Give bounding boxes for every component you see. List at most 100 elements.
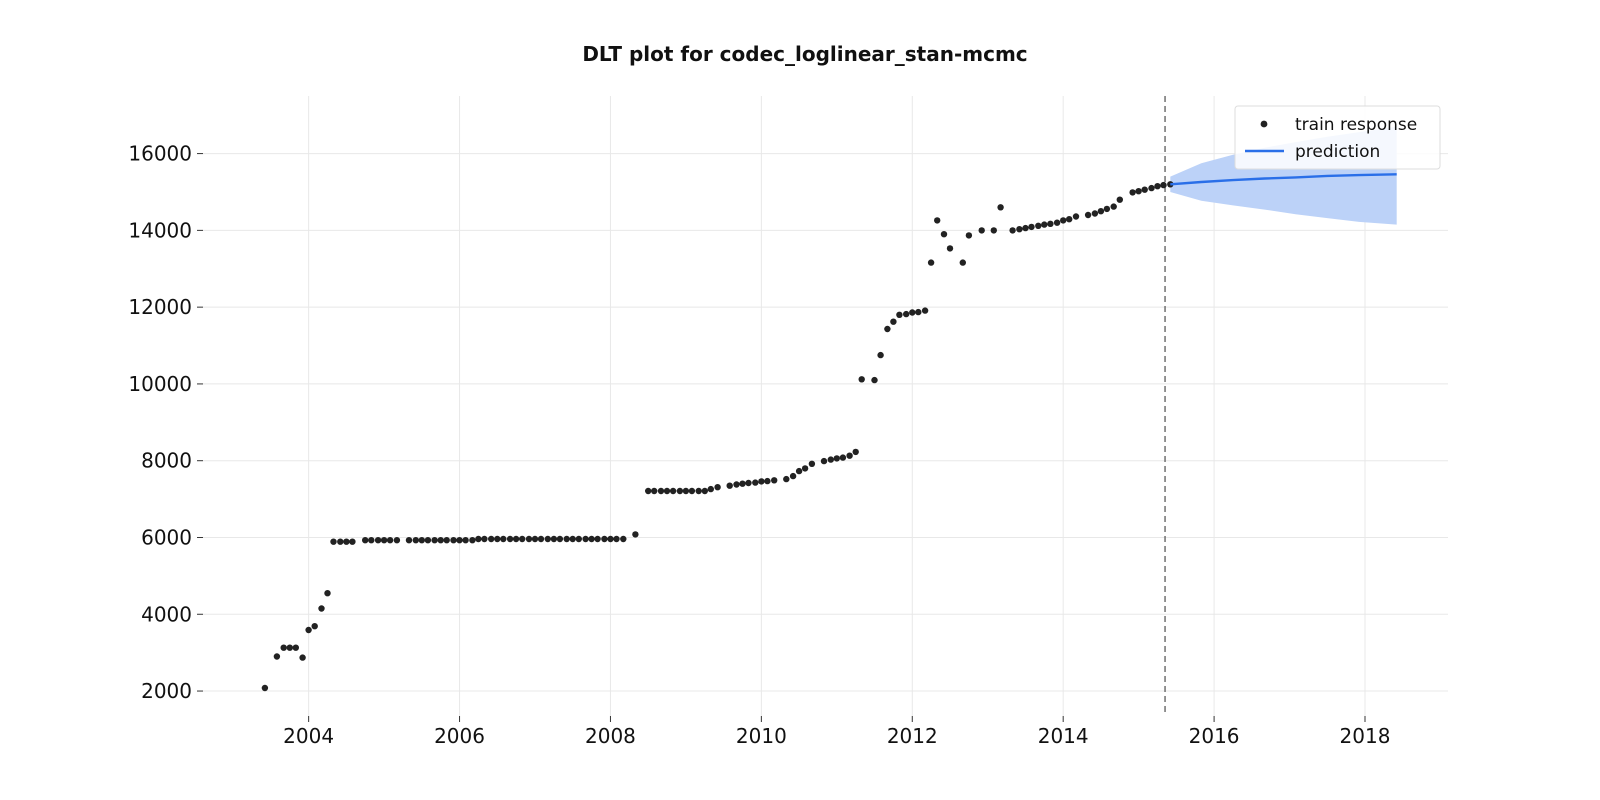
train-response-point <box>531 535 539 543</box>
train-response-point <box>556 535 564 543</box>
train-response-point <box>946 245 954 252</box>
train-response-point <box>1091 210 1099 217</box>
train-response-point <box>846 452 853 459</box>
train-response-point <box>1084 211 1092 219</box>
legend-label-train-response: train response <box>1295 115 1417 135</box>
train-response-point <box>405 537 413 544</box>
train-response-point <box>1116 196 1124 203</box>
train-response-point <box>368 537 375 544</box>
train-response-point <box>380 537 388 544</box>
train-response-point <box>601 535 608 543</box>
train-response-point <box>801 465 809 472</box>
train-response-point <box>1129 189 1136 196</box>
train-response-point <box>726 482 733 489</box>
train-response-point <box>537 535 545 543</box>
train-response-point <box>1009 227 1016 234</box>
train-response-point <box>481 535 488 543</box>
train-response-point <box>512 535 520 543</box>
train-response-point <box>915 308 922 316</box>
train-response-point <box>771 477 778 484</box>
train-response-point <box>890 318 897 325</box>
train-response-point <box>764 477 771 485</box>
y-tick-label: 12000 <box>128 295 192 319</box>
y-tick-label: 6000 <box>141 525 192 549</box>
train-response-point <box>733 481 740 488</box>
y-tick-label: 14000 <box>128 218 192 242</box>
y-tick-label: 2000 <box>141 679 192 703</box>
train-response-point <box>997 204 1004 211</box>
train-response-point <box>839 454 847 461</box>
train-response-point <box>651 487 658 495</box>
train-response-point <box>808 460 816 467</box>
train-response-point <box>990 227 997 234</box>
train-response-point <box>525 535 533 543</box>
x-tick-label: 2008 <box>585 724 636 748</box>
train-response-point <box>663 487 671 495</box>
train-response-point <box>374 537 382 544</box>
train-response-point <box>1110 203 1117 210</box>
train-response-point <box>475 535 482 543</box>
train-response-point <box>739 480 746 487</box>
prediction-line <box>1170 173 1397 186</box>
legend-frame <box>1234 105 1441 170</box>
train-response-point <box>695 487 702 495</box>
x-tick-label: 2004 <box>283 724 334 748</box>
train-response-point <box>469 537 476 544</box>
train-response-point <box>827 456 834 463</box>
train-response-point <box>852 448 859 456</box>
train-response-point <box>1072 213 1080 220</box>
train-response-point <box>506 535 514 543</box>
train-response-point <box>563 535 570 543</box>
train-response-point <box>280 644 287 651</box>
y-tick-label: 16000 <box>128 142 192 166</box>
train-response-point <box>324 590 331 597</box>
train-response-point <box>959 259 966 266</box>
train-response-point <box>701 487 708 495</box>
train-response-point <box>927 259 935 266</box>
train-response-point <box>613 535 620 543</box>
x-tick-label: 2014 <box>1038 724 1089 748</box>
train-response-point <box>1041 221 1048 228</box>
train-response-point <box>1028 223 1035 231</box>
train-response-point <box>1053 219 1061 226</box>
train-response-point <box>594 535 601 543</box>
train-response-point <box>424 537 432 544</box>
train-response-point <box>620 535 627 543</box>
chart-title: DLT plot for codec_loglinear_stan-mcmc <box>582 42 1027 66</box>
train-response-point <box>386 537 394 544</box>
y-tick-label: 4000 <box>141 602 192 626</box>
x-tick-label: 2012 <box>887 724 938 748</box>
train-response-point <box>1097 208 1105 215</box>
train-response-point <box>1047 220 1054 227</box>
train-response-point <box>569 535 576 543</box>
train-response-point <box>884 325 891 333</box>
train-response-point <box>437 537 444 544</box>
train-response-point <box>393 537 401 544</box>
train-response-point <box>1060 217 1067 224</box>
train-response-point <box>1160 181 1167 189</box>
train-response-point <box>519 535 526 543</box>
train-response-point <box>311 623 318 630</box>
train-response-point <box>362 537 369 544</box>
train-response-point <box>1035 222 1042 229</box>
train-response-point <box>305 626 312 634</box>
train-response-points <box>261 181 1174 692</box>
train-response-point <box>450 537 457 544</box>
train-response-point <box>412 537 419 544</box>
train-response-point <box>707 485 714 493</box>
train-response-point <box>903 310 910 318</box>
train-response-point <box>550 535 558 543</box>
train-response-point <box>909 309 916 316</box>
train-response-point <box>1135 188 1142 195</box>
train-response-point <box>318 605 325 612</box>
train-response-point <box>1016 226 1023 233</box>
train-response-point <box>921 307 929 314</box>
train-response-point <box>349 538 356 545</box>
train-response-point <box>833 455 840 462</box>
train-response-point <box>488 535 495 543</box>
y-axis-ticks: 2000 4000 6000 8000 10000 12000 14000 16000 <box>128 142 203 703</box>
train-response-point <box>544 535 551 543</box>
train-response-point <box>871 376 878 384</box>
